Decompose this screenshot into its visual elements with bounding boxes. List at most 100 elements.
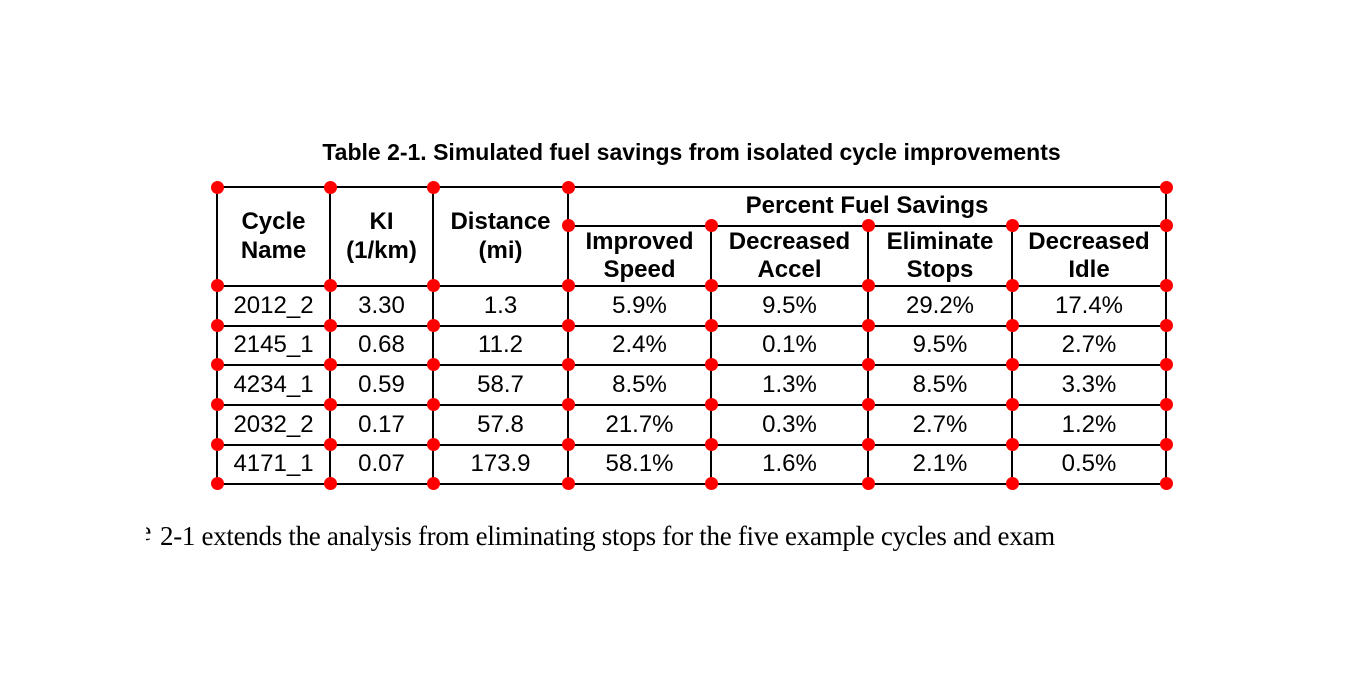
- table-corner-dot: [1005, 437, 1019, 451]
- table-corner-dot: [323, 357, 337, 371]
- sub-header-decreased-accel: Decreased Accel: [710, 225, 869, 287]
- table-row: 4171_1 0.07 173.9 58.1% 1.6% 2.1% 0.5%: [216, 444, 1168, 485]
- header-row-group: Cycle Name KI (1/km) Distance (mi) Perce…: [216, 186, 1168, 287]
- table-corner-dot: [861, 278, 875, 292]
- table-corner-dot: [210, 437, 224, 451]
- data-cell: 2145_1: [216, 325, 331, 366]
- table-corner-dot: [323, 397, 337, 411]
- table-corner-dot: [426, 180, 440, 194]
- table-corner-dot: [561, 278, 575, 292]
- body-text: 2-1 extends the analysis from eliminatin…: [160, 521, 1055, 551]
- data-cell: 58.7: [432, 364, 569, 406]
- table-corner-dot: [426, 476, 440, 490]
- table-corner-dot: [323, 318, 337, 332]
- table-corner-dot: [1005, 397, 1019, 411]
- table-row: 2032_2 0.17 57.8 21.7% 0.3% 2.7% 1.2%: [216, 404, 1168, 446]
- data-cell: 1.3: [432, 285, 569, 327]
- clipped-edge-glyph: e: [146, 518, 151, 545]
- table-corner-dot: [210, 357, 224, 371]
- data-cell: 11.2: [432, 325, 569, 366]
- data-cell: 1.3%: [710, 364, 869, 406]
- table-corner-dot: [426, 278, 440, 292]
- table-corner-dot: [704, 357, 718, 371]
- table-corner-dot: [1159, 180, 1173, 194]
- data-cell: 2.1%: [867, 444, 1013, 485]
- data-cell: 8.5%: [867, 364, 1013, 406]
- table-corner-dot: [561, 318, 575, 332]
- table-corner-dot: [210, 397, 224, 411]
- table-corner-dot: [323, 180, 337, 194]
- data-cell: 8.5%: [567, 364, 712, 406]
- data-cell: 0.07: [329, 444, 434, 485]
- table-caption: Table 2-1. Simulated fuel savings from i…: [322, 139, 1061, 165]
- table-corner-dot: [426, 357, 440, 371]
- data-cell: 2032_2: [216, 404, 331, 446]
- table-corner-dot: [1159, 397, 1173, 411]
- table-corner-dot: [323, 476, 337, 490]
- table-corner-dot: [861, 318, 875, 332]
- data-cell: 29.2%: [867, 285, 1013, 327]
- data-cell: 58.1%: [567, 444, 712, 485]
- col-header-ki: KI (1/km): [329, 186, 434, 287]
- table-corner-dot: [1159, 437, 1173, 451]
- table-corner-dot: [210, 180, 224, 194]
- table-corner-dot: [861, 437, 875, 451]
- table-corner-dot: [323, 278, 337, 292]
- data-cell: 4171_1: [216, 444, 331, 485]
- data-cell: 2.7%: [1010, 325, 1168, 366]
- data-cell: 1.6%: [710, 444, 869, 485]
- data-cell: 0.3%: [710, 404, 869, 446]
- table-corner-dot: [861, 357, 875, 371]
- data-cell: 9.5%: [710, 285, 869, 327]
- data-cell: 2.7%: [867, 404, 1013, 446]
- data-cell: 4234_1: [216, 364, 331, 406]
- table-corner-dot: [704, 437, 718, 451]
- table-corner-dot: [1159, 318, 1173, 332]
- table-corner-dot: [210, 318, 224, 332]
- table-corner-dot: [1005, 278, 1019, 292]
- data-cell: 0.68: [329, 325, 434, 366]
- table-corner-dot: [1005, 476, 1019, 490]
- data-cell: 21.7%: [567, 404, 712, 446]
- sub-header-decreased-idle: Decreased Idle: [1010, 225, 1168, 287]
- table-corner-dot: [1159, 218, 1173, 232]
- table-corner-dot: [1005, 357, 1019, 371]
- data-cell: 3.3%: [1010, 364, 1168, 406]
- table-corner-dot: [426, 437, 440, 451]
- data-cell: 3.30: [329, 285, 434, 327]
- table-row: 2145_1 0.68 11.2 2.4% 0.1% 9.5% 2.7%: [216, 325, 1168, 366]
- data-cell: 0.5%: [1010, 444, 1168, 485]
- table-corner-dot: [561, 437, 575, 451]
- table-corner-dot: [561, 397, 575, 411]
- table-corner-dot: [210, 476, 224, 490]
- table-corner-dot: [704, 397, 718, 411]
- table-corner-dot: [561, 180, 575, 194]
- col-header-distance: Distance (mi): [432, 186, 569, 287]
- table-corner-dot: [704, 476, 718, 490]
- table-corner-dot: [861, 476, 875, 490]
- data-cell: 2012_2: [216, 285, 331, 327]
- table-corner-dot: [704, 318, 718, 332]
- table-row: 4234_1 0.59 58.7 8.5% 1.3% 8.5% 3.3%: [216, 364, 1168, 406]
- table-corner-dot: [861, 397, 875, 411]
- table-corner-dot: [561, 357, 575, 371]
- data-cell: 17.4%: [1010, 285, 1168, 327]
- table-corner-dot: [561, 476, 575, 490]
- table-corner-dot: [1159, 476, 1173, 490]
- table-corner-dot: [1005, 318, 1019, 332]
- data-cell: 5.9%: [567, 285, 712, 327]
- data-cell: 9.5%: [867, 325, 1013, 366]
- table-corner-dot: [704, 218, 718, 232]
- table-corner-dot: [704, 278, 718, 292]
- table-row: 2012_2 3.30 1.3 5.9% 9.5% 29.2% 17.4%: [216, 285, 1168, 327]
- sub-header-improved-speed: Improved Speed: [567, 225, 712, 287]
- table-corner-dot: [426, 318, 440, 332]
- data-cell: 0.59: [329, 364, 434, 406]
- table-corner-dot: [210, 278, 224, 292]
- table-corner-dot: [861, 218, 875, 232]
- table-corner-dot: [1005, 218, 1019, 232]
- table-corner-dot: [1159, 278, 1173, 292]
- data-cell: 57.8: [432, 404, 569, 446]
- col-header-cycle-name: Cycle Name: [216, 186, 331, 287]
